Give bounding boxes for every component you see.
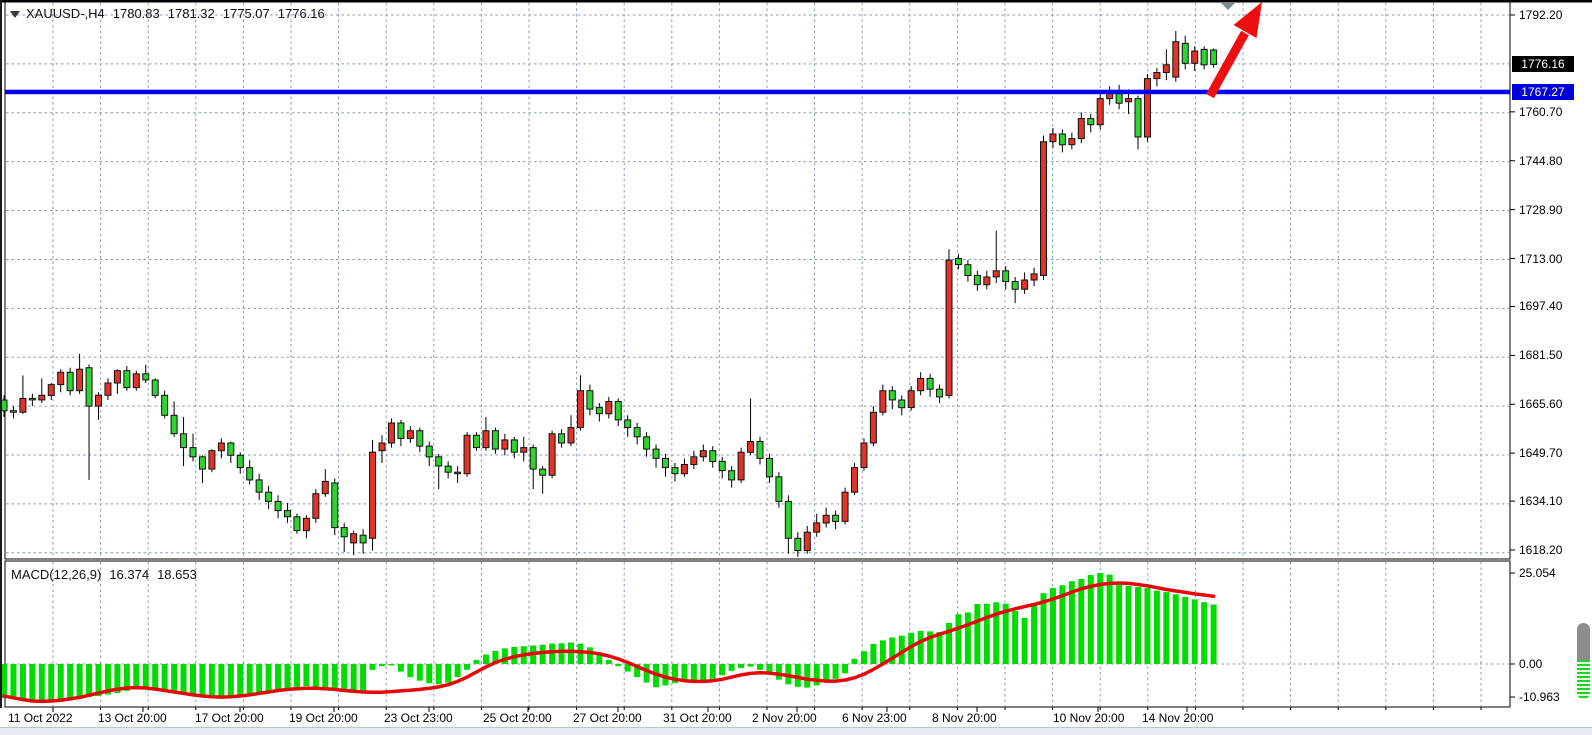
time-axis-label: 2 Nov 20:00 [752, 711, 817, 725]
time-axis-label: 31 Oct 20:00 [663, 711, 732, 725]
window-bottom-edge [0, 727, 1592, 735]
macd-indicator-label: MACD(12,26,9) 16.374 18.653 [11, 567, 197, 582]
ohlc-open: 1780.83 [112, 6, 160, 21]
price-axis-label: 1697.40 [1519, 299, 1563, 314]
ohlc-close: 1776.16 [277, 6, 325, 21]
time-axis-label: 6 Nov 23:00 [842, 711, 907, 725]
symbol-dropdown-icon[interactable] [10, 11, 20, 18]
time-axis-label: 17 Oct 20:00 [195, 711, 264, 725]
macd-signal-value: 18.653 [157, 567, 197, 582]
price-axis-label: 1744.80 [1519, 153, 1563, 168]
price-axis-label: 1634.10 [1519, 494, 1563, 509]
time-axis-label: 8 Nov 20:00 [932, 711, 997, 725]
time-axis-label: 11 Oct 2022 [8, 711, 73, 725]
price-axis-label: 1649.70 [1519, 446, 1563, 461]
time-axis-label: 14 Nov 20:00 [1142, 711, 1214, 725]
macd-scale-label: 0.00 [1519, 657, 1543, 671]
scrollbar-thumb[interactable] [1577, 623, 1590, 699]
price-axis-label: 1728.90 [1519, 202, 1563, 217]
macd-signal-line[interactable] [2, 581, 1216, 704]
window-top-border [0, 0, 1592, 3]
symbol-period-label: XAUUSD-,H4 [26, 6, 105, 21]
price-axis-label: 1760.70 [1519, 104, 1563, 119]
macd-name: MACD(12,26,9) [11, 567, 102, 582]
macd-main-value: 16.374 [109, 567, 150, 582]
main-panel [4, 1, 1511, 708]
price-axis-label: 1665.60 [1519, 397, 1563, 412]
time-axis-label: 25 Oct 20:00 [483, 711, 552, 725]
axis-ticks [52, 14, 1515, 712]
current-price-badge: 1776.16 [1512, 56, 1574, 73]
trend-arrow[interactable] [1206, 2, 1262, 99]
time-axis-label: 19 Oct 20:00 [289, 711, 358, 725]
time-axis-label: 27 Oct 20:00 [573, 711, 642, 725]
hline-price-badge: 1767.27 [1512, 83, 1574, 100]
candlestick-series[interactable] [0, 31, 1218, 557]
price-axis-label: 1713.00 [1519, 251, 1563, 266]
scrollbar-stripes [1577, 660, 1590, 699]
time-axis-label: 10 Nov 20:00 [1053, 711, 1125, 725]
chart-header: XAUUSD-,H4 1780.83 1781.32 1775.07 1776.16 [10, 6, 325, 21]
window-left-border [0, 0, 2, 708]
macd-scale-label: 25.054 [1519, 566, 1556, 580]
macd-histogram[interactable] [1, 573, 1217, 702]
horizontal-line-object[interactable] [5, 89, 1510, 95]
marker-triangle-icon[interactable] [1221, 3, 1235, 10]
macd-scale-label: -10.963 [1519, 690, 1560, 704]
price-axis-label: 1792.20 [1519, 8, 1563, 22]
ohlc-low: 1775.07 [222, 6, 270, 21]
time-axis-label: 23 Oct 23:00 [384, 711, 453, 725]
ohlc-high: 1781.32 [167, 6, 215, 21]
price-axis-label: 1681.50 [1519, 348, 1563, 363]
price-axis-label: 1618.20 [1519, 542, 1563, 557]
time-axis-label: 13 Oct 20:00 [98, 711, 167, 725]
